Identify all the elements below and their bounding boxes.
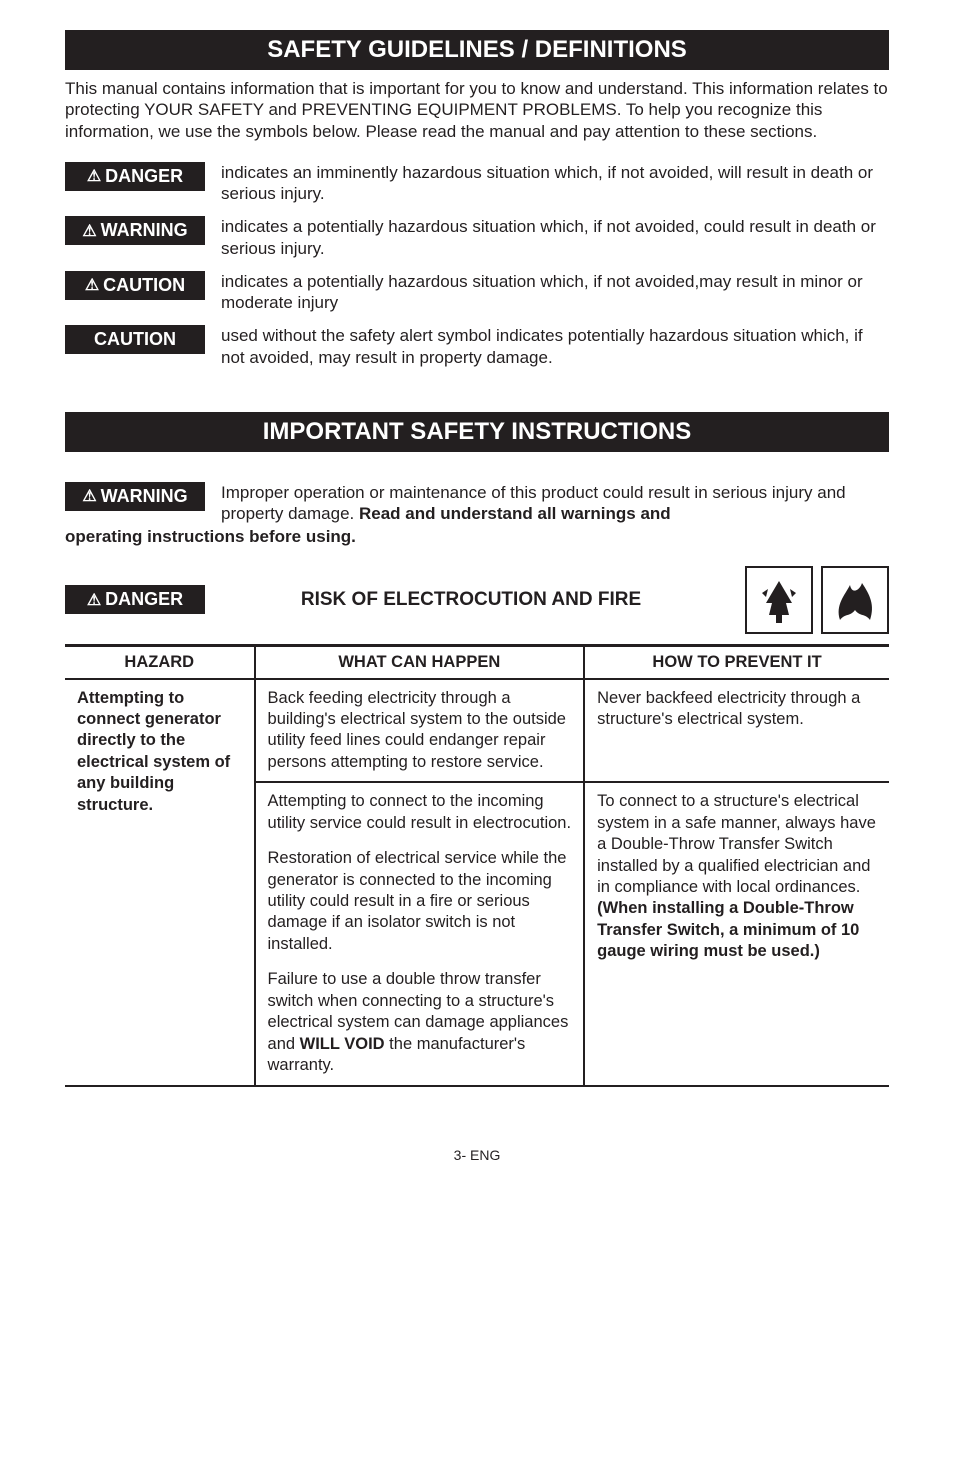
badge-text: WARNING <box>101 220 188 241</box>
warning-block-text: Improper operation or maintenance of thi… <box>221 482 889 525</box>
what-cell-1: Back feeding electricity through a build… <box>255 679 585 783</box>
table-header-row: HAZARD WHAT CAN HAPPEN HOW TO PREVENT IT <box>65 645 889 679</box>
header-what: WHAT CAN HAPPEN <box>255 645 585 679</box>
risk-title: RISK OF ELECTROCUTION AND FIRE <box>205 589 737 611</box>
what-p3: Failure to use a double throw transfer s… <box>268 969 572 1076</box>
table-row: Attempting to connect generator directly… <box>65 679 889 783</box>
prevent-cell-1: Never backfeed electricity through a str… <box>584 679 889 783</box>
warning-text-bold-partial: Read and understand all warnings and <box>359 504 671 523</box>
warning-badge-2: ⚠ WARNING <box>65 482 205 511</box>
label-row-caution-tri: ⚠ CAUTION indicates a potentially hazard… <box>65 271 889 314</box>
badge-text: CAUTION <box>103 275 185 296</box>
label-row-danger: ⚠ DANGER indicates an imminently hazardo… <box>65 162 889 205</box>
danger-badge-2: ⚠ DANGER <box>65 585 205 614</box>
section-title-safety: SAFETY GUIDELINES / DEFINITIONS <box>65 30 889 70</box>
warning-badge: ⚠ WARNING <box>65 216 205 245</box>
header-hazard: HAZARD <box>65 645 255 679</box>
what-p2: Restoration of electrical service while … <box>268 848 572 955</box>
prevent-cell-2: To connect to a structure's electrical s… <box>584 782 889 1085</box>
warning-triangle-icon: ⚠ <box>87 166 101 186</box>
warning-desc: indicates a potentially hazardous situat… <box>221 216 889 259</box>
page-footer: 3- ENG <box>65 1147 889 1163</box>
warning-triangle-icon: ⚠ <box>82 221 96 241</box>
danger-title-row: ⚠ DANGER RISK OF ELECTROCUTION AND FIRE <box>65 566 889 634</box>
header-prevent: HOW TO PREVENT IT <box>584 645 889 679</box>
what-cell-2: Attempting to connect to the incoming ut… <box>255 782 585 1085</box>
warning-continued: operating instructions before using. <box>65 526 889 547</box>
badge-text: CAUTION <box>94 329 176 350</box>
warning-triangle-icon: ⚠ <box>85 275 99 295</box>
caution-desc: indicates a potentially hazardous situat… <box>221 271 889 314</box>
prevent-2-bold: (When installing a Double-Throw Transfer… <box>597 899 859 960</box>
electrocution-icon <box>745 566 813 634</box>
warning-block: ⚠ WARNING Improper operation or maintena… <box>65 482 889 525</box>
badge-text: DANGER <box>105 166 183 187</box>
caution-plain-desc: used without the safety alert symbol ind… <box>221 325 889 368</box>
warning-triangle-icon: ⚠ <box>82 486 96 506</box>
caution-plain-badge: CAUTION <box>65 325 205 354</box>
fire-icon <box>821 566 889 634</box>
what-p1: Attempting to connect to the incoming ut… <box>268 791 572 834</box>
label-row-warning: ⚠ WARNING indicates a potentially hazard… <box>65 216 889 259</box>
hazard-cell: Attempting to connect generator directly… <box>65 679 255 1086</box>
caution-badge: ⚠ CAUTION <box>65 271 205 300</box>
danger-badge: ⚠ DANGER <box>65 162 205 191</box>
danger-desc: indicates an imminently hazardous situat… <box>221 162 889 205</box>
what-p3-bold: WILL VOID <box>300 1035 385 1053</box>
badge-text: WARNING <box>101 486 188 507</box>
badge-text: DANGER <box>105 589 183 610</box>
prevent-2a: To connect to a structure's electrical s… <box>597 792 876 896</box>
section-title-important: IMPORTANT SAFETY INSTRUCTIONS <box>65 412 889 452</box>
label-row-caution-plain: CAUTION used without the safety alert sy… <box>65 325 889 368</box>
warning-triangle-icon: ⚠ <box>87 590 101 610</box>
intro-paragraph: This manual contains information that is… <box>65 78 889 142</box>
hazard-table: HAZARD WHAT CAN HAPPEN HOW TO PREVENT IT… <box>65 644 889 1087</box>
